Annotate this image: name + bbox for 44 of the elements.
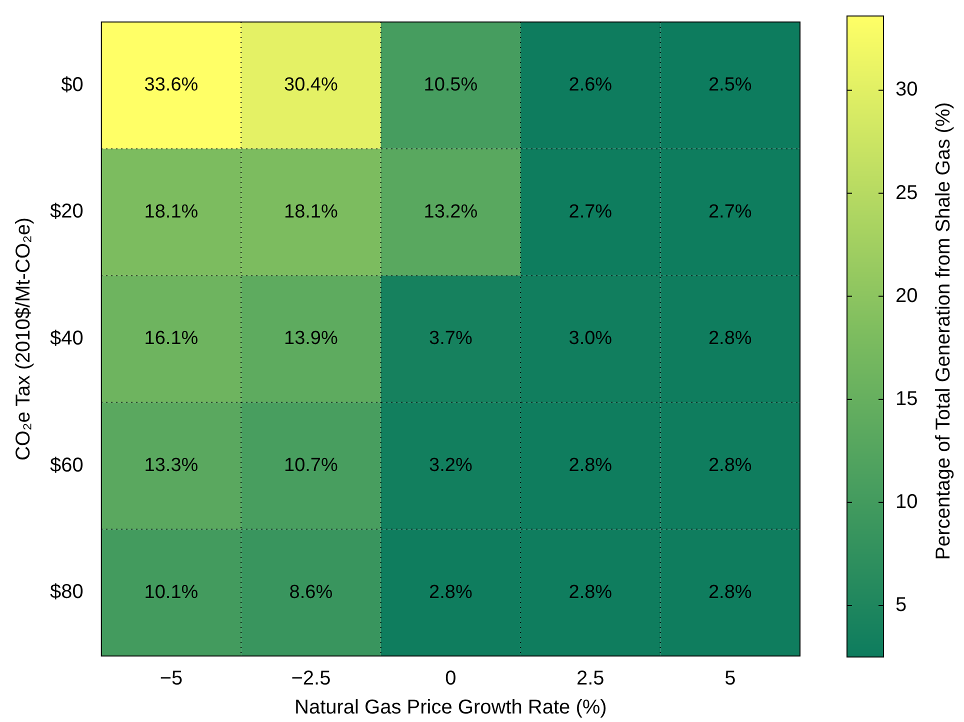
- data-label: 2.5%: [708, 74, 752, 96]
- data-label: 3.7%: [429, 328, 472, 350]
- data-label: 2.6%: [568, 74, 612, 96]
- data-label: 2.8%: [568, 582, 612, 603]
- x-tick-label: −5: [160, 668, 183, 690]
- x-tick-label: −2.5: [291, 668, 331, 690]
- color-bar-label: 15: [896, 388, 918, 410]
- color-bar-label: 25: [896, 182, 918, 204]
- color-bar-label: 20: [896, 284, 918, 307]
- data-label: 16.1%: [144, 328, 198, 350]
- data-label: 2.8%: [708, 455, 752, 476]
- data-label: 2.8%: [708, 328, 752, 350]
- y-tick-label: $0: [61, 74, 84, 96]
- data-label: 10.5%: [424, 74, 478, 96]
- data-label: 2.7%: [708, 201, 752, 222]
- y-tick-label: $20: [50, 200, 84, 223]
- data-label: 10.1%: [144, 582, 198, 603]
- y-tick-label: $80: [50, 581, 84, 604]
- x-tick-label: 2.5: [576, 668, 604, 690]
- data-label: 13.2%: [424, 201, 478, 222]
- data-label: 18.1%: [144, 201, 198, 222]
- y-tick-label: $60: [50, 454, 84, 476]
- data-label: 2.8%: [708, 582, 752, 603]
- data-label: 3.0%: [568, 328, 612, 350]
- data-label: 33.6%: [144, 74, 198, 96]
- data-label: 3.2%: [429, 455, 472, 476]
- data-label: 10.7%: [284, 455, 338, 476]
- data-label: 2.7%: [568, 201, 612, 222]
- x-axis-title: Natural Gas Price Growth Rate (%): [294, 696, 607, 719]
- color-bar-label: 10: [896, 490, 918, 513]
- x-tick-label: 0: [445, 668, 456, 690]
- data-label: 18.1%: [284, 201, 338, 222]
- data-label: 13.3%: [144, 455, 198, 476]
- data-label: 2.8%: [429, 582, 472, 603]
- y-tick-label: $40: [50, 328, 84, 350]
- color-bar-label: 5: [896, 594, 907, 616]
- y-axis-title: CO₂e Tax (2010$/Mt-CO₂e): [12, 217, 35, 461]
- data-label: 13.9%: [284, 328, 338, 350]
- color-bar-label: 30: [896, 78, 918, 101]
- color-bar-title: Percentage of Total Generation from Shale Gas (%): [932, 102, 956, 560]
- x-tick-label: 5: [724, 668, 736, 690]
- data-label: 30.4%: [284, 74, 338, 96]
- data-label: 8.6%: [289, 582, 333, 603]
- data-label: 2.8%: [568, 455, 612, 476]
